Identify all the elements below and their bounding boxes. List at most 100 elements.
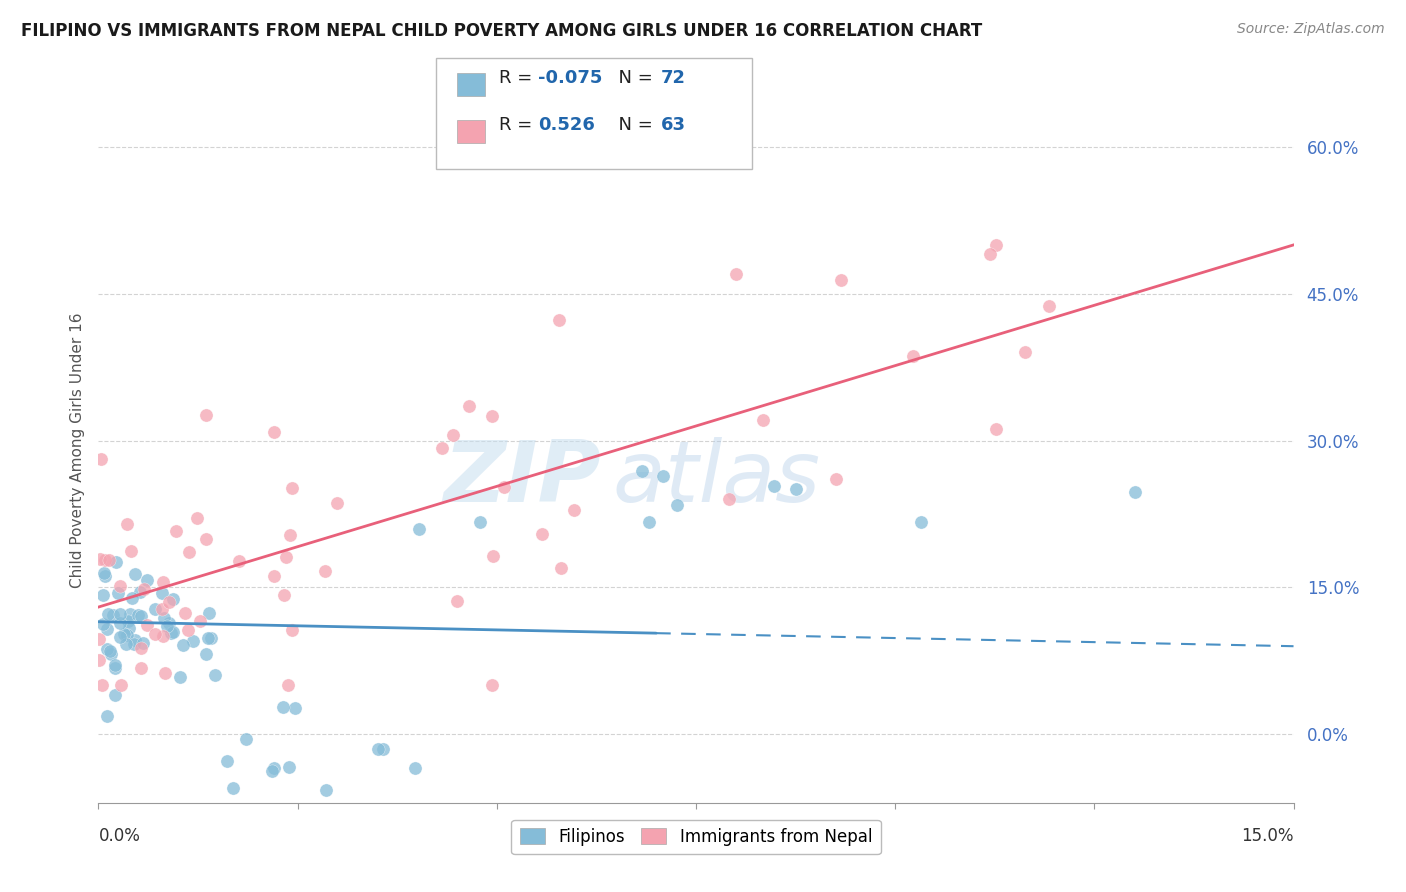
Point xyxy=(115,628,138,642)
Point xyxy=(666,498,689,512)
Text: 0.0%: 0.0% xyxy=(98,827,141,846)
Point xyxy=(100,648,122,662)
Point xyxy=(160,626,183,640)
Point xyxy=(135,618,157,632)
Point xyxy=(194,409,217,423)
Text: N =: N = xyxy=(607,70,659,87)
Point xyxy=(284,701,307,715)
Point xyxy=(96,607,118,622)
Legend: Filipinos, Immigrants from Nepal: Filipinos, Immigrants from Nepal xyxy=(512,820,880,855)
Point xyxy=(195,647,218,661)
Point xyxy=(153,610,176,624)
Point xyxy=(717,491,740,506)
Point xyxy=(281,623,304,637)
Point xyxy=(152,574,174,589)
Point xyxy=(763,479,786,493)
Text: FILIPINO VS IMMIGRANTS FROM NEPAL CHILD POVERTY AMONG GIRLS UNDER 16 CORRELATION: FILIPINO VS IMMIGRANTS FROM NEPAL CHILD … xyxy=(21,22,983,40)
Point xyxy=(157,595,180,609)
Text: N =: N = xyxy=(607,116,659,134)
Point xyxy=(110,678,132,692)
Point xyxy=(115,516,138,531)
Point xyxy=(1038,299,1060,313)
Point xyxy=(108,616,131,631)
Point xyxy=(89,653,111,667)
Point xyxy=(278,759,301,773)
Point xyxy=(404,762,426,776)
Point xyxy=(910,515,932,529)
Point xyxy=(177,623,200,637)
Text: 72: 72 xyxy=(661,70,686,87)
Point xyxy=(371,742,394,756)
Point xyxy=(547,313,569,327)
Point xyxy=(458,400,481,414)
Point xyxy=(96,641,118,656)
Point xyxy=(325,496,347,510)
Text: 63: 63 xyxy=(661,116,686,134)
Point xyxy=(785,482,807,496)
Point xyxy=(195,533,218,547)
Point xyxy=(165,524,187,538)
Point xyxy=(124,633,146,648)
Point xyxy=(155,665,177,680)
Point xyxy=(638,515,661,529)
Point xyxy=(96,709,118,723)
Point xyxy=(150,602,173,616)
Point xyxy=(132,582,155,596)
Point xyxy=(531,527,554,541)
Point xyxy=(1123,485,1146,500)
Point xyxy=(150,586,173,600)
Point xyxy=(562,502,585,516)
Point xyxy=(315,782,337,797)
Point xyxy=(263,425,285,440)
Point xyxy=(181,634,204,648)
Point xyxy=(105,555,128,569)
Point xyxy=(228,554,250,568)
Point xyxy=(94,553,117,567)
Point xyxy=(93,566,115,580)
Point xyxy=(91,678,114,692)
Point xyxy=(104,660,127,674)
Point xyxy=(118,607,141,622)
Point xyxy=(94,569,117,583)
Point xyxy=(314,564,336,578)
Point xyxy=(169,670,191,684)
Point xyxy=(107,586,129,600)
Point xyxy=(132,636,155,650)
Point xyxy=(281,481,304,495)
Point xyxy=(273,588,295,602)
Point xyxy=(152,629,174,643)
Point xyxy=(156,619,179,633)
Point xyxy=(162,591,184,606)
Point xyxy=(481,678,503,692)
Point xyxy=(162,625,184,640)
Point xyxy=(129,641,152,656)
Point xyxy=(215,754,238,768)
Point xyxy=(104,657,127,672)
Point xyxy=(98,643,121,657)
Point xyxy=(89,552,111,566)
Point xyxy=(200,632,222,646)
Point xyxy=(114,627,136,641)
Point xyxy=(631,464,654,478)
Point xyxy=(117,614,139,628)
Point xyxy=(108,607,131,622)
Point xyxy=(118,621,141,635)
Point xyxy=(830,273,852,287)
Point xyxy=(120,543,142,558)
Point xyxy=(108,579,131,593)
Point xyxy=(90,452,112,467)
Point xyxy=(825,472,848,486)
Point xyxy=(96,622,118,636)
Point xyxy=(271,700,294,714)
Point xyxy=(235,732,257,747)
Point xyxy=(93,616,115,631)
Text: 0.526: 0.526 xyxy=(538,116,595,134)
Point xyxy=(124,566,146,581)
Point xyxy=(104,688,127,702)
Point xyxy=(984,422,1007,436)
Point xyxy=(276,550,298,565)
Text: R =: R = xyxy=(499,116,544,134)
Point xyxy=(115,637,138,651)
Point xyxy=(482,549,505,563)
Point xyxy=(446,594,468,608)
